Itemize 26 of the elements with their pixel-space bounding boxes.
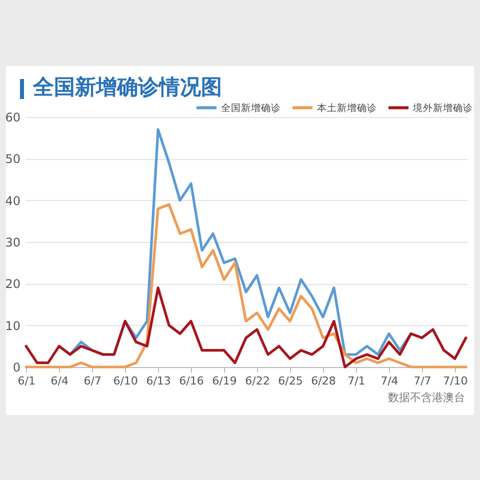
x-tick-label: 6/28 xyxy=(311,374,336,388)
y-tick-label: 40 xyxy=(5,194,20,208)
legend-label: 本土新增确诊 xyxy=(317,102,377,114)
x-tick-label: 6/16 xyxy=(179,374,204,388)
x-tick-label: 6/22 xyxy=(245,374,270,388)
y-tick-label: 30 xyxy=(5,236,20,250)
legend-label: 境外新增确诊 xyxy=(412,102,473,114)
y-tick-label: 50 xyxy=(5,152,20,166)
x-tick-label: 7/1 xyxy=(348,374,366,388)
x-tick-label: 6/7 xyxy=(84,374,102,388)
x-tick-label: 6/25 xyxy=(278,374,303,388)
x-tick-label: 6/1 xyxy=(18,374,36,388)
y-tick-label: 10 xyxy=(5,318,20,333)
x-tick-label: 7/7 xyxy=(414,374,432,388)
x-tick-label: 6/10 xyxy=(113,374,138,388)
x-tick-label: 7/10 xyxy=(443,374,468,388)
text: 数据不含港澳台 xyxy=(388,391,465,404)
x-tick-label: 6/13 xyxy=(146,374,171,388)
chart-title: 全国新增确诊情况图 xyxy=(32,75,222,99)
x-tick-label: 7/4 xyxy=(380,374,398,388)
y-tick-label: 20 xyxy=(5,277,20,292)
x-tick-label: 6/19 xyxy=(212,374,237,388)
x-tick-label: 6/4 xyxy=(50,374,68,388)
legend-label: 全国新增确诊 xyxy=(221,102,281,114)
y-tick-label: 0 xyxy=(12,360,20,374)
y-tick-label: 60 xyxy=(5,110,20,124)
